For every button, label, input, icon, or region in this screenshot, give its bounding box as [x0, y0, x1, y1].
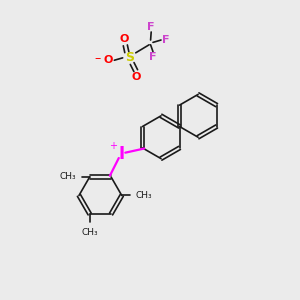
Text: CH₃: CH₃: [81, 228, 98, 237]
Text: +: +: [109, 140, 117, 151]
Text: F: F: [147, 22, 155, 32]
Text: F: F: [149, 52, 157, 62]
Text: O: O: [131, 72, 140, 82]
Text: I: I: [119, 146, 125, 164]
Text: –: –: [94, 52, 101, 65]
Text: O: O: [103, 55, 112, 65]
Text: O: O: [119, 34, 128, 44]
Text: CH₃: CH₃: [60, 172, 76, 182]
Text: F: F: [162, 35, 170, 45]
Text: CH₃: CH₃: [135, 191, 152, 200]
Text: S: S: [125, 51, 134, 64]
